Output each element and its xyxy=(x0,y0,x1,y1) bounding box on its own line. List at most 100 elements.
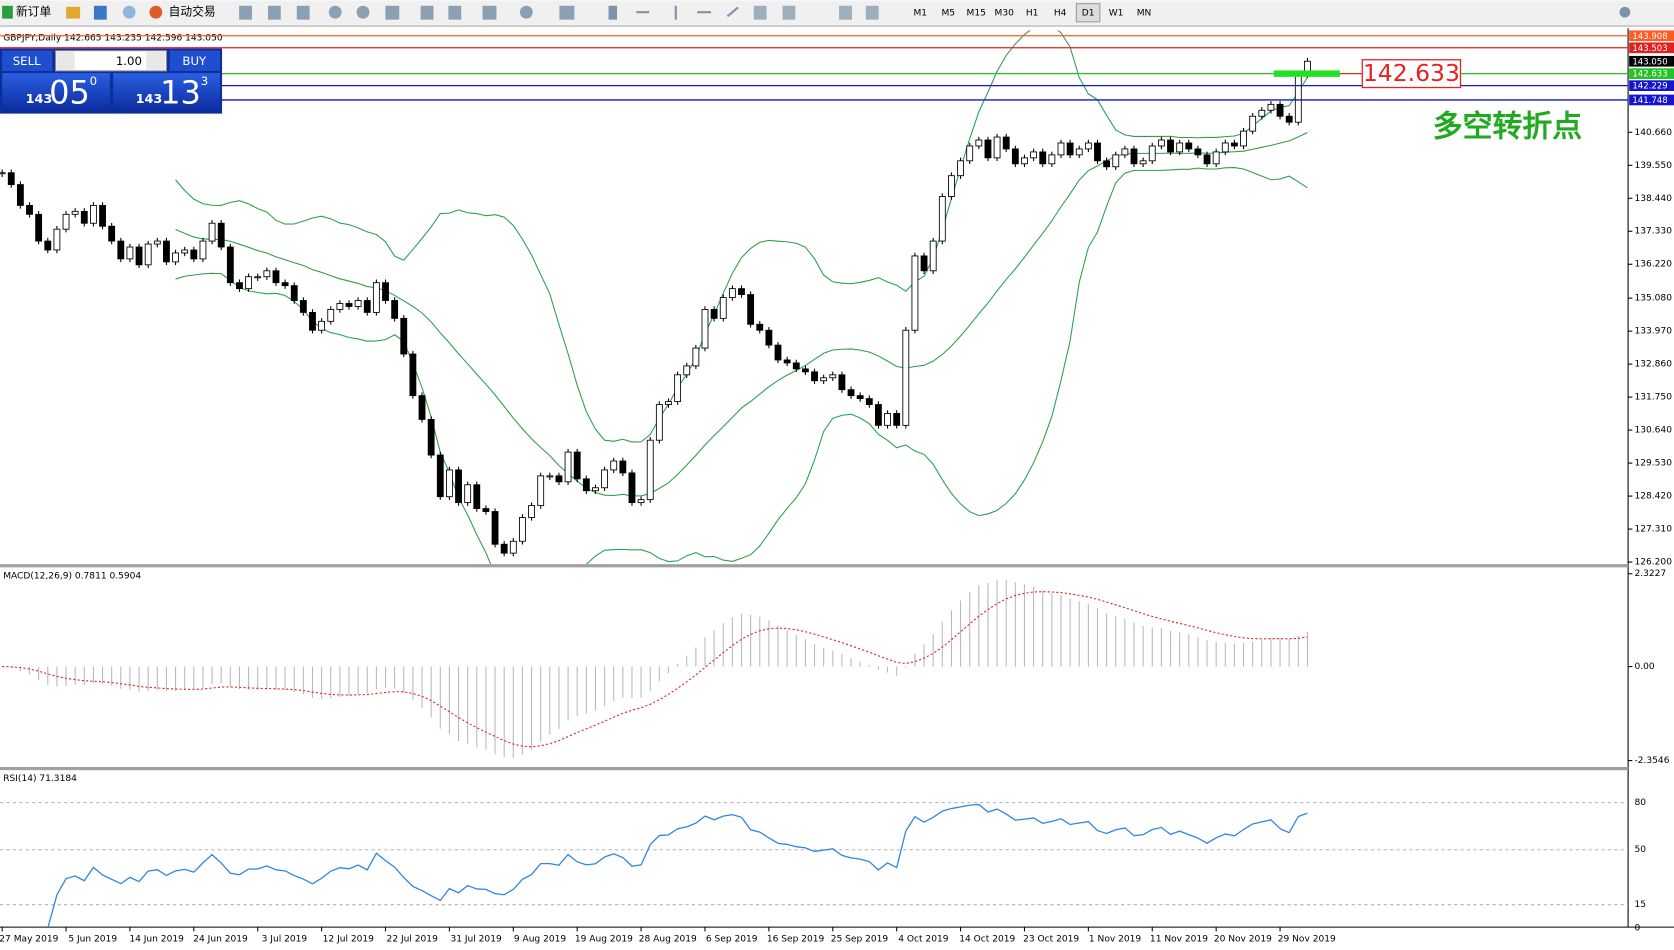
candle-body xyxy=(655,404,663,441)
timeframe[interactable]: M30 xyxy=(995,9,1015,19)
trendline[interactable] xyxy=(726,6,739,18)
candle-body xyxy=(902,329,910,426)
tool-icon[interactable] xyxy=(66,6,81,19)
buy-button[interactable] xyxy=(169,50,220,71)
tool-icon[interactable] xyxy=(239,5,252,20)
bid-pips[interactable]: 05 xyxy=(49,73,90,111)
candle-body xyxy=(1258,109,1266,117)
sell-label[interactable]: SELL xyxy=(13,54,41,68)
chart-title: GBPJPY,Daily 142.665 143.235 142.596 143… xyxy=(3,33,223,43)
y-tick-label: 131.750 xyxy=(1634,393,1672,403)
candle-body xyxy=(153,240,161,245)
tool-icon[interactable] xyxy=(296,5,310,20)
x-tick-label: 3 Jul 2019 xyxy=(262,934,308,944)
zoom-out[interactable] xyxy=(356,5,370,19)
timeframe[interactable]: H4 xyxy=(1054,9,1067,19)
candle-body xyxy=(610,460,618,471)
buy-label[interactable]: BUY xyxy=(182,54,207,68)
price-level-label: 143.908 xyxy=(1632,32,1667,42)
tool-icon[interactable] xyxy=(839,5,852,20)
tool-icon[interactable] xyxy=(420,5,434,20)
candle-body xyxy=(592,487,599,492)
tool-icon[interactable] xyxy=(267,5,281,20)
bid-box[interactable] xyxy=(2,73,110,113)
candle-body xyxy=(382,282,389,301)
auto-trade-icon[interactable] xyxy=(149,5,163,19)
candle-body xyxy=(1103,160,1111,168)
tool-icon[interactable] xyxy=(448,5,462,20)
candle-body xyxy=(7,172,15,186)
tool-icon[interactable] xyxy=(385,5,400,20)
annotation-box xyxy=(1361,59,1462,89)
candle-body xyxy=(281,282,289,287)
ask-pips[interactable]: 13 xyxy=(160,73,201,111)
x-tick-label: 12 Jul 2019 xyxy=(323,934,375,944)
lots-down[interactable] xyxy=(56,51,75,70)
candle-body xyxy=(774,344,782,361)
tool-icon[interactable] xyxy=(782,5,796,20)
new-order[interactable]: 新订单 xyxy=(16,5,51,19)
candle-body xyxy=(53,228,61,251)
x-tick-label: 16 Sep 2019 xyxy=(767,934,825,944)
candle-body xyxy=(245,276,253,290)
candle-body xyxy=(856,395,864,400)
candle-body xyxy=(801,368,809,373)
x-tick-label: 23 Oct 2019 xyxy=(1023,934,1079,944)
lots-up[interactable] xyxy=(146,51,166,70)
candle-body xyxy=(628,472,636,504)
timeframe[interactable]: M1 xyxy=(913,9,927,19)
bid-frac[interactable]: 0 xyxy=(90,74,97,88)
tool-icon[interactable] xyxy=(122,5,136,19)
candle-body xyxy=(1084,142,1092,150)
candle-body xyxy=(1039,151,1047,165)
new-order-icon[interactable] xyxy=(2,5,13,19)
candle-body xyxy=(263,270,271,278)
candle-body xyxy=(1240,130,1247,147)
y-tick-label: 138.440 xyxy=(1634,194,1672,204)
tool-icon[interactable] xyxy=(93,5,107,20)
y-tick-label: 140.660 xyxy=(1634,128,1672,138)
candle-body xyxy=(391,300,399,319)
zoom-in[interactable] xyxy=(328,5,342,19)
auto-trade[interactable]: 自动交易 xyxy=(169,5,216,19)
lots-value[interactable]: 1.00 xyxy=(116,54,142,68)
search[interactable] xyxy=(1619,6,1631,18)
tool-icon[interactable] xyxy=(865,5,879,20)
candle-body xyxy=(546,475,554,478)
tool-icon[interactable] xyxy=(559,5,575,20)
timeframe[interactable]: W1 xyxy=(1109,9,1124,19)
candle-body xyxy=(482,508,490,512)
cursor[interactable] xyxy=(608,5,618,20)
bid-big[interactable]: 143 xyxy=(26,92,53,107)
candle-body xyxy=(865,398,873,405)
lots-field[interactable] xyxy=(54,50,168,72)
candle-body xyxy=(372,282,380,313)
main-panel xyxy=(0,30,1311,565)
hline[interactable] xyxy=(697,11,712,14)
candle-body xyxy=(309,311,316,331)
timeframe[interactable]: H1 xyxy=(1026,9,1039,19)
ask-big[interactable]: 143 xyxy=(136,92,163,107)
y-tick-label: 126.200 xyxy=(1634,558,1672,568)
panel-separator xyxy=(0,564,1629,568)
ask-frac[interactable]: 3 xyxy=(201,74,208,88)
candle-body xyxy=(327,309,335,322)
rsi-tick-label: 0 xyxy=(1634,924,1640,934)
x-tick-label: 29 Nov 2019 xyxy=(1278,934,1336,944)
sell-button[interactable] xyxy=(2,50,53,71)
tool-icon[interactable] xyxy=(519,5,533,19)
y-tick-label: 128.420 xyxy=(1634,492,1672,502)
tool-icon[interactable] xyxy=(482,5,497,20)
candle-body xyxy=(1285,115,1293,123)
tool-icon[interactable] xyxy=(753,5,767,20)
timeframe[interactable]: M5 xyxy=(941,9,955,19)
crosshair[interactable] xyxy=(636,11,650,14)
candle-body xyxy=(573,451,581,480)
timeframe[interactable]: M15 xyxy=(967,9,986,19)
timeframe[interactable]: D1 xyxy=(1082,9,1095,19)
ask-box[interactable] xyxy=(113,73,220,113)
vline[interactable] xyxy=(674,5,677,20)
timeframe[interactable]: MN xyxy=(1137,9,1152,19)
x-tick-label: 19 Aug 2019 xyxy=(575,934,633,944)
